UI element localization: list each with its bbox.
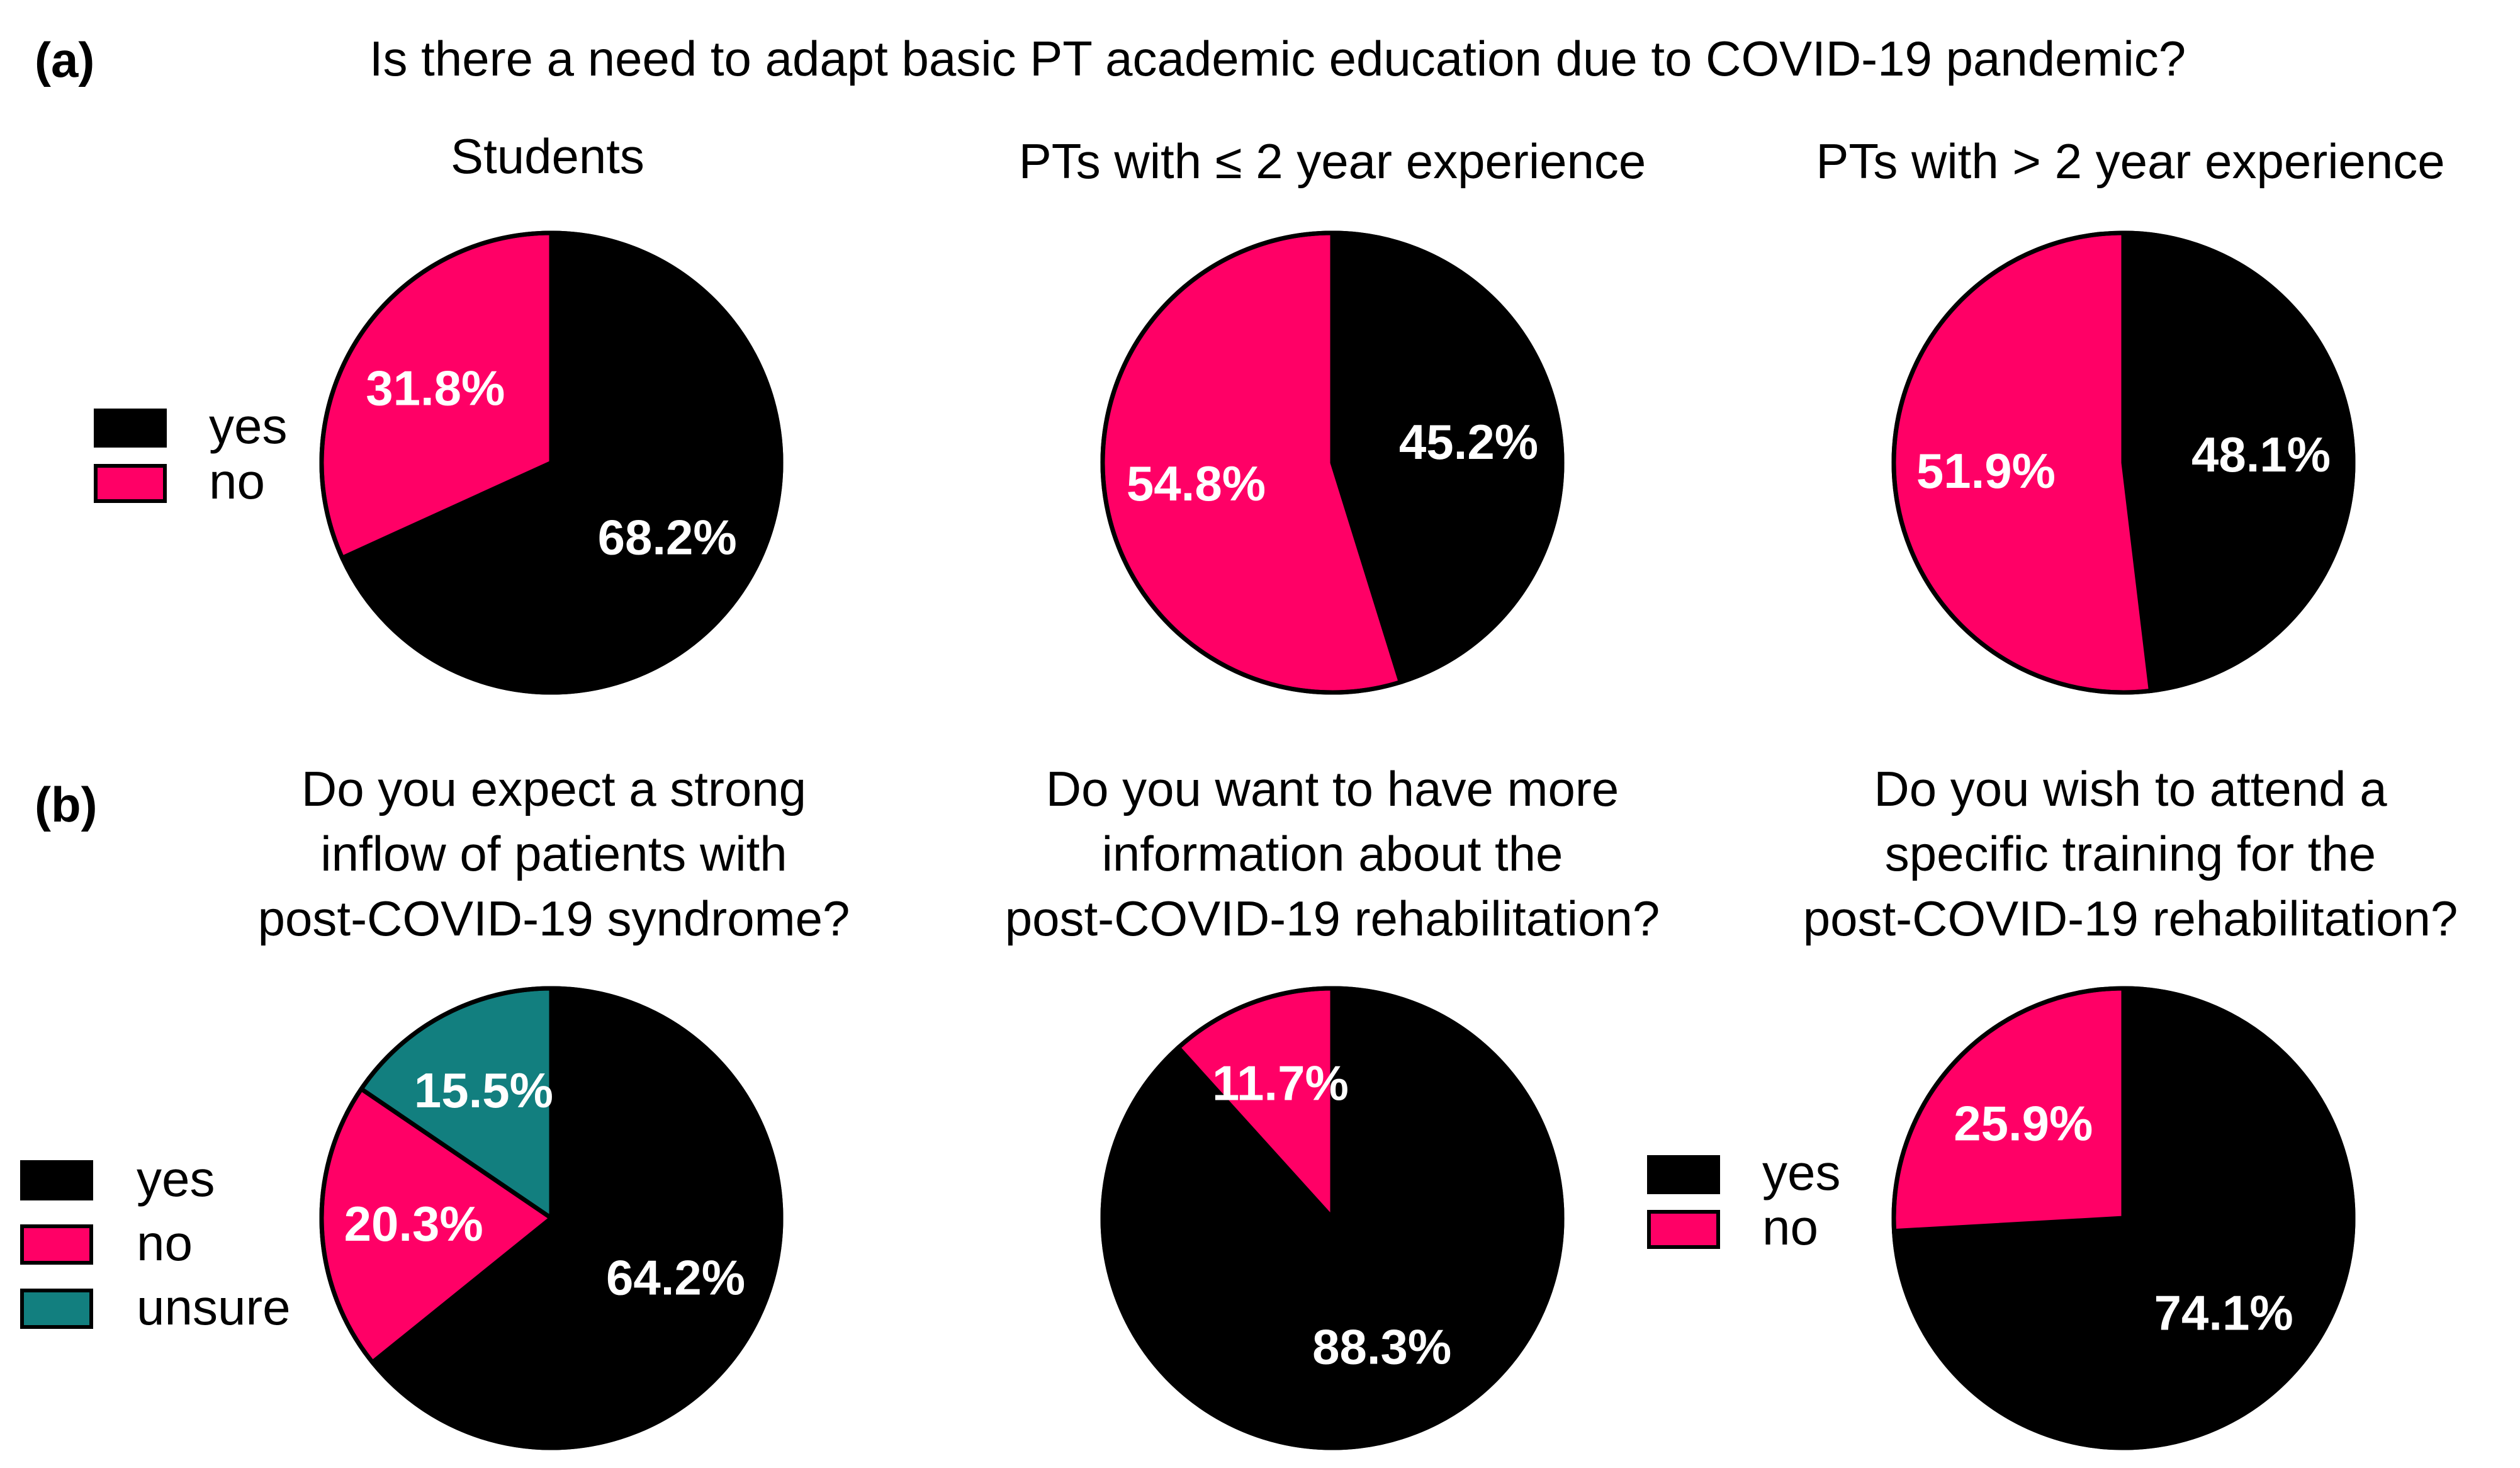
legend-swatch-yes [94, 409, 167, 448]
legend-label-no: no [209, 453, 265, 509]
legend-label-yes: yes [137, 1151, 215, 1207]
slice-value-label: 48.1% [2191, 427, 2331, 482]
legend-label-no: no [1762, 1199, 1818, 1255]
chart-title: PTs with > 2 year experience [1816, 133, 2444, 189]
pie-chart-6: Do you wish to attend a specific training… [1647, 761, 2458, 1450]
slice-value-label: 64.2% [606, 1250, 745, 1306]
pie-outline [319, 986, 784, 1450]
chart-title: Do you expect a strong [301, 761, 806, 816]
pie-chart-2: PTs with ≤ 2 year experience 45.2% 54.8% [1019, 133, 1646, 695]
chart-title: specific training for the [1885, 826, 2376, 881]
pie-outline [319, 230, 784, 695]
legend-label-yes: yes [209, 398, 288, 454]
slice-value-label: 31.8% [366, 361, 505, 416]
chart-title: post-COVID-19 rehabilitation? [1005, 891, 1660, 946]
legend-label-unsure: unsure [137, 1279, 291, 1335]
pie-chart-5: Do you want to have more information abou… [1005, 761, 1660, 1450]
chart-title: post-COVID-19 syndrome? [258, 891, 850, 946]
chart-title: PTs with ≤ 2 year experience [1019, 133, 1646, 189]
slice-value-label: 15.5% [414, 1063, 553, 1118]
pie-outline [1100, 986, 1565, 1450]
slice-value-label: 68.2% [598, 510, 737, 565]
chart-title: inflow of patients with [320, 826, 787, 881]
chart-title: Do you want to have more [1046, 761, 1619, 816]
panel-a-label: (a) [35, 32, 94, 88]
slice-value-label: 25.9% [1954, 1096, 2093, 1151]
slice-value-label: 45.2% [1399, 414, 1538, 470]
legend-swatch-unsure [20, 1289, 93, 1329]
slice-value-label: 88.3% [1312, 1319, 1451, 1374]
pie-chart-3: PTs with > 2 year experience 48.1% 51.9% [1816, 133, 2445, 695]
legend-swatch-no [1647, 1210, 1720, 1249]
pie-chart-4: Do you expect a strong inflow of patients… [20, 761, 850, 1450]
legend-label-yes: yes [1762, 1144, 1841, 1200]
panel-b-label: (b) [35, 777, 98, 832]
legend-swatch-no [94, 464, 167, 503]
slice-value-label: 51.9% [1916, 443, 2056, 499]
slice-value-label: 74.1% [2154, 1285, 2293, 1340]
slice-value-label: 54.8% [1127, 456, 1266, 511]
slice-value-label: 20.3% [344, 1196, 483, 1251]
panel-a-question: Is there a need to adapt basic PT academ… [369, 31, 2186, 86]
chart-title: post-COVID-19 rehabilitation? [1803, 891, 2458, 946]
legend-swatch-yes [20, 1160, 93, 1200]
legend-swatch-yes [1647, 1155, 1720, 1194]
chart-title: information about the [1102, 826, 1563, 881]
chart-title: Students [451, 128, 644, 184]
slice-value-label: 11.7% [1212, 1055, 1349, 1110]
legend-label-no: no [137, 1215, 193, 1271]
legend-swatch-no [20, 1224, 93, 1265]
pie-outline [1891, 986, 2356, 1450]
chart-title: Do you wish to attend a [1874, 761, 2387, 816]
pie-outline [1891, 230, 2356, 695]
pie-outline [1100, 230, 1565, 695]
